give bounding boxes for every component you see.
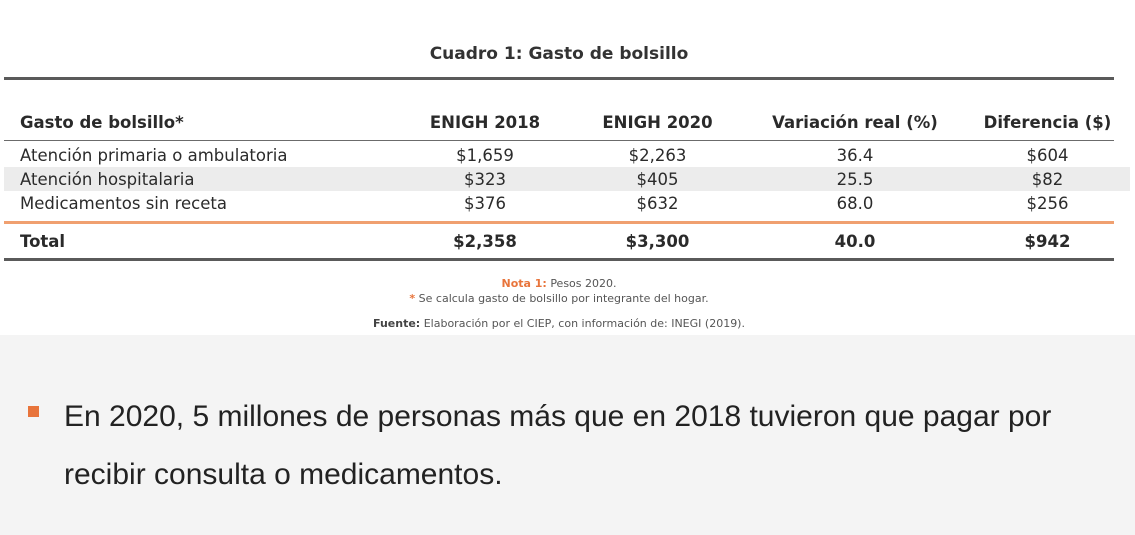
- total-2018: $2,358: [453, 231, 517, 251]
- cell-2020: $632: [636, 193, 679, 213]
- cell-diferencia: $82: [965, 167, 1130, 191]
- bullet-text: En 2020, 5 millones de personas más que …: [64, 400, 1052, 491]
- total-2020: $3,300: [625, 231, 690, 251]
- note-star: * Se calcula gasto de bolsillo por integ…: [0, 292, 1118, 305]
- total-diferencia: $942: [1024, 231, 1071, 251]
- col-header-diferencia: Diferencia ($): [983, 112, 1112, 132]
- header-rule: [4, 140, 1114, 141]
- table-bottom-rule: [4, 258, 1114, 261]
- source-text: Elaboración por el CIEP, con información…: [423, 317, 745, 330]
- cell-variacion: 36.4: [836, 145, 874, 165]
- cell-2020: $2,263: [628, 145, 687, 165]
- col-header-enigh-2018: ENIGH 2018: [429, 112, 541, 132]
- cell-variacion: 68.0: [836, 193, 874, 213]
- note-star-text: Se calcula gasto de bolsillo por integra…: [418, 292, 709, 305]
- row-label: Atención primaria o ambulatoria: [20, 145, 288, 165]
- cell-2018: $323: [400, 167, 570, 191]
- cell-2020: $405: [570, 167, 745, 191]
- source-note: Fuente: Elaboración por el CIEP, con inf…: [0, 317, 1118, 330]
- cell-diferencia: $604: [1026, 145, 1069, 165]
- total-row: Total $2,358 $3,300 40.0 $942: [4, 227, 1130, 255]
- cell-2018: $376: [464, 193, 506, 213]
- table-total: Total $2,358 $3,300 40.0 $942: [4, 227, 1130, 255]
- note-1-text: Pesos 2020.: [550, 277, 617, 290]
- total-label: Total: [20, 231, 66, 251]
- cell-variacion: 25.5: [745, 167, 965, 191]
- note-1-label: Nota 1:: [501, 277, 547, 290]
- total-variacion: 40.0: [834, 231, 876, 251]
- cell-diferencia: $256: [1026, 193, 1069, 213]
- row-label: Atención hospitalaria: [4, 167, 400, 191]
- table-title: Cuadro 1: Gasto de bolsillo: [429, 44, 689, 64]
- table-top-rule: [4, 77, 1114, 80]
- bullet-square-icon: [28, 406, 39, 417]
- source-label: Fuente:: [373, 317, 421, 330]
- col-header-variacion: Variación real (%): [772, 112, 938, 132]
- table-row: Medicamentos sin receta $376 $632 68.0 $…: [4, 191, 1130, 215]
- header-row: Gasto de bolsillo* ENIGH 2018 ENIGH 2020…: [4, 108, 1130, 136]
- col-header-gasto: Gasto de bolsillo*: [20, 112, 184, 132]
- table-header: Gasto de bolsillo* ENIGH 2018 ENIGH 2020…: [4, 108, 1130, 136]
- table-row: Atención primaria o ambulatoria $1,659 $…: [4, 143, 1130, 167]
- table-row: Atención hospitalaria $323 $405 25.5 $82: [4, 167, 1130, 191]
- table-body: Atención primaria o ambulatoria $1,659 $…: [4, 143, 1130, 215]
- row-label: Medicamentos sin receta: [20, 193, 227, 213]
- col-header-enigh-2020: ENIGH 2020: [602, 112, 713, 132]
- total-separator-rule: [4, 221, 1114, 224]
- cell-2018: $1,659: [456, 145, 514, 165]
- note-star-mark: *: [409, 292, 416, 305]
- note-1: Nota 1: Pesos 2020.: [0, 277, 1118, 290]
